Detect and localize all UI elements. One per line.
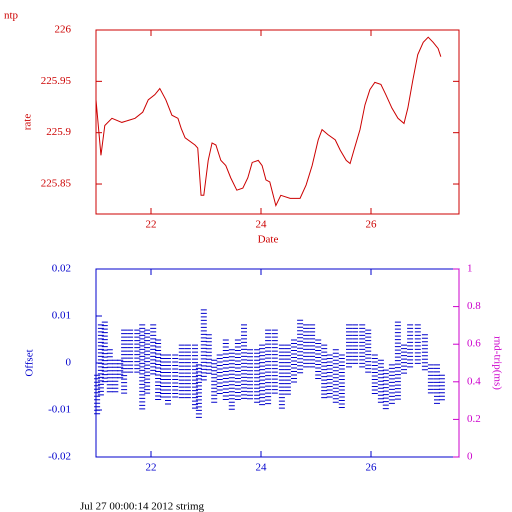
x-tick-label: 24 [256,219,268,231]
x-tick-label: 26 [366,219,378,231]
y-tick-label: -0.02 [48,451,71,463]
y-tick-label: 225.9 [46,126,71,138]
offset-range [211,359,218,403]
offset-range [178,344,185,399]
y2-tick-label: 0.2 [467,413,481,425]
offset-range [117,359,124,379]
y-tick-label: 225.85 [41,178,72,190]
plot-frame [95,29,460,215]
y-tick-label: 0.02 [52,263,71,275]
offset-range [271,329,278,394]
offset-range [150,324,157,375]
y-tick-label: -0.01 [48,404,71,416]
offset-range [97,324,104,396]
offset-range [254,349,261,403]
offset-range [101,321,108,383]
offset-range [407,324,414,368]
x-tick-label: 22 [146,462,157,474]
y2-axis-label: rnd-trip(ms) [491,336,503,390]
y-tick-label: 0.01 [52,310,71,322]
offset-range [388,364,395,404]
offset-range [291,339,297,383]
offset-range [377,359,384,403]
offset-range [139,324,146,410]
offset-range [155,339,162,400]
offset-range [326,354,333,398]
offset-range [200,309,207,381]
offset-range [303,324,310,368]
offset-range [160,354,167,398]
offset-range [365,329,372,373]
offset-range [352,324,359,364]
offset-range [434,364,440,404]
offset-range [94,374,101,415]
offset-range [127,329,134,373]
offset-range [297,319,304,374]
offset-range [346,324,352,368]
offset-range [144,329,151,394]
offset-range [278,344,285,409]
offset-range [284,344,291,395]
offset-range [234,339,241,400]
offset-range [321,344,328,399]
offset-range [192,344,198,409]
y-axis-label: Offset [24,349,36,376]
offset-range [216,354,223,394]
offset-range [222,339,229,400]
offset-range [247,349,253,400]
offset-range [265,329,272,405]
offset-range [134,329,141,373]
offset-range [195,364,202,418]
offset-range [427,364,434,394]
chart-title: ntp [4,10,19,22]
offset-range [332,349,339,403]
offset-range [315,339,322,379]
offset-range [259,344,266,406]
offset-range [414,324,421,364]
y-tick-label: 225.95 [41,75,72,87]
offset-range [371,354,378,394]
y2-tick-label: 0 [467,451,473,463]
y2-tick-label: 0.6 [467,338,481,350]
offset-range [401,344,407,374]
x-axis-label: Date [258,234,279,246]
offset-range [205,334,212,374]
y-axis-label: rate [22,114,34,131]
x-tick-label: 26 [366,462,378,474]
y2-tick-label: 0.8 [467,300,481,312]
y2-tick-label: 0.4 [467,375,481,387]
offset-range [184,344,191,399]
offset-range [421,334,428,371]
offset-range [382,369,389,410]
x-tick-label: 22 [146,219,157,231]
footer: Jul 27 00:00:14 2012 strimg [80,501,205,512]
offset-range [359,324,366,368]
offset-range [228,349,235,410]
y2-tick-label: 1 [467,263,473,275]
offset-range [338,354,345,408]
offset-range [309,324,316,368]
offset-range [112,359,119,393]
y-tick-label: 226 [55,24,72,36]
offset-range [165,354,171,405]
offset-range [394,321,401,400]
offset-range [241,324,247,399]
offset-range [172,354,179,398]
offset-range [121,329,128,394]
offset-range [106,349,113,393]
y-tick-label: 0 [66,357,72,369]
offset-range [438,374,445,401]
data-line [95,36,442,208]
x-tick-label: 24 [256,462,268,474]
